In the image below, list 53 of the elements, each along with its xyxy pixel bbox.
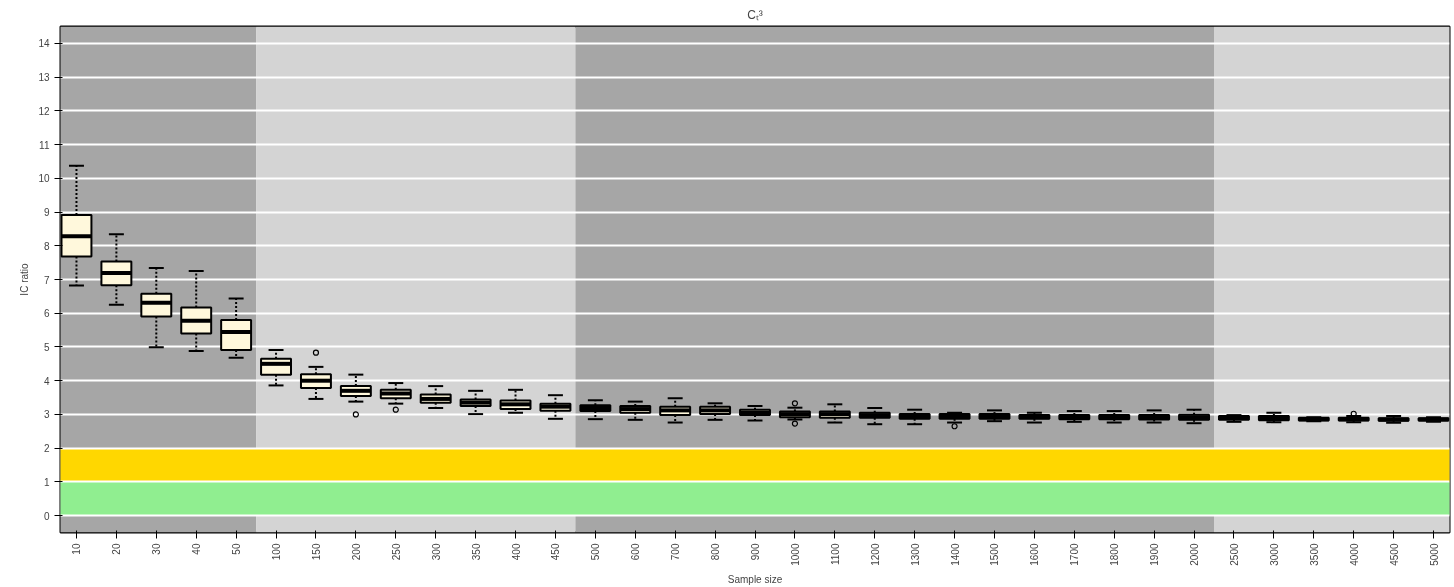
x-tick-label: 700	[670, 543, 682, 561]
x-tick-label: 900	[750, 543, 761, 561]
x-tick-label: 3000	[1268, 543, 1280, 566]
x-tick-label: 3500	[1308, 543, 1320, 566]
x-tick-label: 800	[710, 543, 722, 561]
x-tick-label: 4000	[1348, 543, 1360, 566]
x-tick-label: 1100	[829, 543, 841, 565]
x-tick-label: 250	[390, 543, 402, 561]
x-tick-label: 1500	[989, 543, 1001, 566]
y-tick-label: 2	[43, 443, 50, 455]
x-tick-label: 400	[510, 543, 522, 561]
x-tick-label: 1800	[1109, 543, 1121, 566]
y-tick-label: 10	[38, 173, 50, 185]
x-tick-label: 450	[550, 543, 562, 561]
x-tick-label: 50	[231, 543, 243, 555]
x-tick-label: 1900	[1149, 543, 1161, 566]
y-tick-label: 1	[43, 476, 50, 488]
x-tick-label: 2500	[1228, 543, 1240, 566]
x-tick-label: 100	[271, 543, 283, 561]
x-axis-title: Sample size	[727, 573, 783, 585]
y-tick-label: 9	[43, 207, 50, 219]
y-axis-title: IC ratio	[19, 262, 31, 296]
x-tick-label: 300	[430, 543, 442, 561]
x-tick-label: 1700	[1069, 543, 1081, 566]
x-tick-label: 350	[470, 543, 482, 561]
y-tick-label: 13	[38, 72, 50, 84]
y-tick-label: 7	[43, 274, 50, 286]
x-tick-label: 600	[630, 543, 642, 561]
x-tick-label: 5000	[1428, 543, 1440, 566]
x-tick-label: 40	[191, 543, 203, 555]
x-tick-label: 4500	[1388, 543, 1400, 566]
x-tick-label: 30	[151, 543, 163, 555]
y-tick-label: 3	[43, 409, 50, 421]
y-tick-label: 12	[38, 105, 50, 117]
x-tick-label: 150	[310, 543, 322, 561]
x-tick-label: 1400	[949, 543, 961, 566]
x-tick-label: 1300	[909, 543, 921, 566]
x-tick-label: 10	[71, 543, 83, 555]
y-tick-label: 5	[43, 341, 50, 353]
y-tick-label: 4	[43, 375, 50, 387]
y-tick-label: 6	[43, 308, 50, 320]
y-tick-label: 8	[43, 240, 50, 252]
x-tick-label: 1000	[789, 543, 801, 566]
y-tick-label: 14	[38, 38, 50, 50]
y-tick-label: 0	[43, 510, 50, 522]
y-tick-label: 11	[39, 139, 50, 151]
x-tick-label: 200	[350, 543, 362, 561]
x-tick-label: 2000	[1189, 543, 1201, 566]
x-tick-label: 500	[590, 543, 602, 561]
chart-title: Cₜ³	[747, 7, 763, 22]
x-tick-label: 1600	[1029, 543, 1041, 566]
x-tick-label: 1200	[869, 543, 881, 566]
x-tick-label: 20	[111, 543, 123, 555]
